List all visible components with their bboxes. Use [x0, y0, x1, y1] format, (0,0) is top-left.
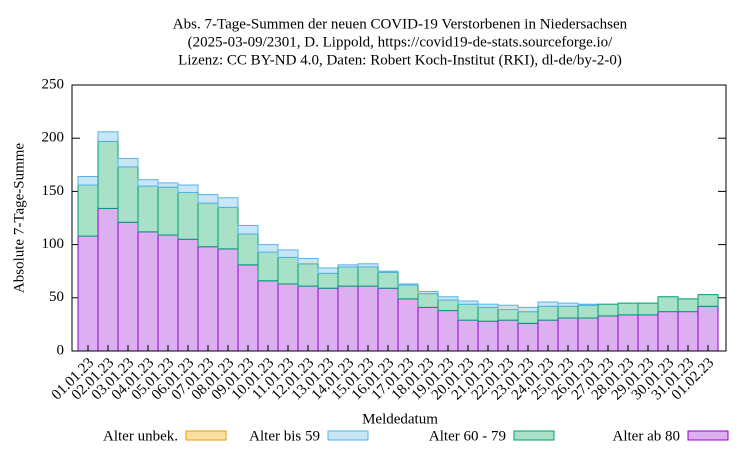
bar-segment [417, 290, 439, 295]
chart-title: (2025-03-09/2301, D. Lippold, https://co… [188, 34, 613, 50]
bar-segment [257, 244, 279, 253]
bar-segment [417, 306, 439, 352]
bar-segment [377, 271, 399, 289]
bar-segment [137, 185, 159, 233]
bar-segment [677, 298, 699, 313]
plot-frame [71, 84, 727, 352]
bar-segment [97, 131, 119, 142]
bar-segment [257, 251, 279, 282]
bar-segment [157, 234, 179, 352]
bar-segment [117, 166, 139, 223]
bar-segment [517, 311, 539, 324]
bar-segment [577, 303, 599, 306]
bar-segment [97, 140, 119, 209]
bar-segment [557, 305, 579, 319]
bar-segment [497, 304, 519, 311]
legend-swatch [185, 430, 227, 441]
bar-segment [97, 207, 119, 352]
bar-segment [117, 221, 139, 352]
bar-segment [297, 257, 319, 265]
bar-segment [77, 184, 99, 237]
legend-swatch [513, 430, 555, 441]
bar-segment [177, 184, 199, 193]
bar-segment [177, 191, 199, 240]
bar-segment [377, 287, 399, 352]
bar-segment [157, 182, 179, 188]
bar-segment [197, 246, 219, 352]
bar-segment [157, 186, 179, 236]
legend-swatch [687, 430, 729, 441]
y-tick-label: 150 [42, 183, 65, 199]
legend-label: Alter unbek. [103, 428, 178, 444]
bar-segment [277, 256, 299, 285]
legend-label: Alter bis 59 [249, 428, 320, 444]
chart-title: Lizenz: CC BY-ND 4.0, Daten: Robert Koch… [178, 52, 622, 68]
bar-segment [377, 270, 399, 273]
bar-segment [417, 293, 439, 308]
bar-segment [237, 224, 259, 235]
bar-segment [297, 285, 319, 352]
y-tick-label: 200 [42, 130, 65, 146]
bar-segment [77, 176, 99, 186]
bar-segment [77, 235, 99, 352]
bar-segment [237, 264, 259, 352]
bar-segment [537, 301, 559, 307]
bar-segment [337, 285, 359, 352]
bar-segment [317, 287, 339, 352]
bar-segment [397, 284, 419, 300]
bar-segment [137, 231, 159, 352]
x-axis-label: Meldedatum [362, 411, 438, 427]
bar-segment [217, 197, 239, 208]
bar-segment [217, 248, 239, 352]
bar-segment [697, 305, 719, 352]
bar-segment [437, 296, 459, 301]
bar-segment [317, 272, 339, 289]
bar-segment [337, 264, 359, 268]
bar-segment [197, 194, 219, 204]
bar-segment [357, 285, 379, 352]
y-tick-label: 50 [49, 289, 64, 305]
legend-label: Alter ab 80 [613, 428, 680, 444]
bar-segment [357, 266, 379, 287]
bar-segment [277, 249, 299, 258]
bar-segment [437, 310, 459, 352]
bar-segment [397, 298, 419, 352]
bar-segment [517, 306, 539, 313]
bar-segment [117, 157, 139, 168]
bar-segment [457, 303, 479, 321]
bar-segment [397, 283, 419, 286]
chart-title: Abs. 7-Tage-Summen der neuen COVID-19 Ve… [173, 16, 628, 32]
y-axis-label: Absolute 7-Tage-Summe [11, 143, 27, 294]
bar-segment [137, 179, 159, 187]
bar-segment [537, 305, 559, 321]
bar-segment [477, 306, 499, 322]
y-tick-label: 0 [57, 342, 65, 358]
bar-segment [197, 202, 219, 248]
bar-segment [697, 294, 719, 307]
bar-segment [277, 283, 299, 352]
bar-segment [317, 267, 339, 274]
bar-segment [497, 309, 519, 321]
bar-segment [577, 304, 599, 319]
bar-segment [177, 238, 199, 352]
bar-segment [597, 303, 619, 317]
bar-segment [437, 299, 459, 312]
bar-segment [357, 263, 379, 268]
bar-segment [457, 300, 479, 305]
bar-segment [637, 302, 659, 316]
bar-segment [557, 302, 579, 307]
legend-label: Alter 60 - 79 [429, 428, 506, 444]
bar-segment [477, 303, 499, 308]
bar-segment [297, 263, 319, 287]
bar-segment [337, 266, 359, 287]
bar-segment [657, 296, 679, 313]
y-tick-label: 250 [42, 76, 65, 92]
bar-segment [257, 280, 279, 352]
bar-segment [617, 302, 639, 316]
legend-swatch [327, 430, 369, 441]
bar-segment [217, 206, 239, 250]
bar-segment [237, 233, 259, 266]
y-tick-label: 100 [42, 236, 65, 252]
